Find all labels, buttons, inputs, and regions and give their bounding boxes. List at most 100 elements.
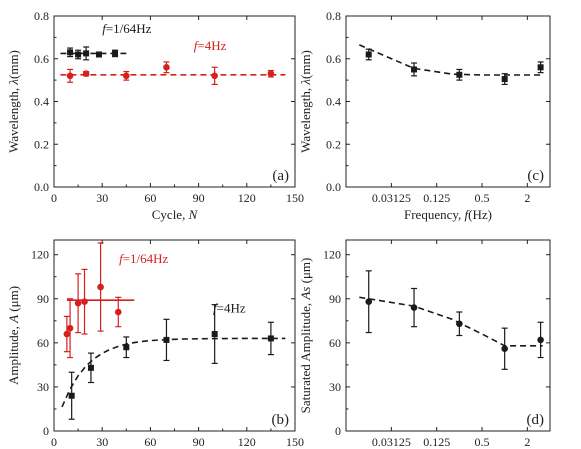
x-axis-label: Frequency, f(Hz) — [404, 207, 492, 222]
series-0 — [359, 270, 544, 370]
y-tick-label: 120 — [323, 248, 341, 262]
series-label: f=4Hz — [194, 38, 227, 53]
y-axis-label: Amplitude, A (μm) — [6, 286, 21, 385]
series-1: f=4Hz — [61, 301, 286, 420]
data-point — [63, 330, 71, 338]
y-tick-label: 60 — [329, 336, 341, 350]
data-point — [163, 64, 170, 71]
y-tick-label: 0 — [43, 424, 49, 438]
x-tick-label: 30 — [96, 191, 108, 205]
x-tick-label: 120 — [238, 191, 256, 205]
y-tick-label: 30 — [329, 380, 341, 394]
plot-frame — [53, 239, 296, 432]
fit-line — [358, 44, 543, 76]
data-point — [97, 283, 104, 291]
data-point — [163, 336, 170, 343]
data-point — [501, 345, 508, 353]
plot-frame — [345, 239, 551, 432]
series-0: f=1/64Hz — [63, 242, 169, 359]
data-point — [267, 335, 274, 342]
data-point — [83, 50, 90, 57]
data-point — [456, 320, 463, 328]
chart-panel-0: 0.0 0.2 0.4 0.6 0.8 0 30 60 90 120 150 Cycle, N Wave… — [6, 9, 304, 222]
data-point — [68, 392, 75, 399]
panel-label: (b) — [272, 412, 290, 428]
data-point — [537, 64, 544, 71]
series-label: f=4Hz — [213, 301, 246, 316]
y-tick-label: 0.4 — [326, 95, 341, 109]
x-tick-label: 150 — [286, 435, 304, 449]
y-tick-label: 0.6 — [34, 52, 49, 66]
x-tick-label: 60 — [144, 435, 156, 449]
data-point — [365, 51, 372, 58]
data-point — [211, 331, 218, 338]
data-point — [82, 70, 90, 78]
panel-label: (a) — [272, 168, 289, 184]
series-1: f=4Hz — [60, 38, 286, 86]
x-tick-label: 30 — [96, 435, 108, 449]
data-point — [114, 308, 122, 316]
x-tick-label: 0.03125 — [372, 435, 411, 449]
x-tick-label: 0 — [51, 435, 57, 449]
y-tick-label: 60 — [37, 336, 49, 350]
x-tick-label: 0.125 — [423, 435, 450, 449]
data-point — [365, 298, 373, 306]
data-point — [410, 304, 418, 311]
fit-line — [359, 296, 543, 347]
y-tick-label: 0.2 — [326, 137, 341, 151]
data-point — [87, 364, 94, 371]
data-point — [74, 299, 82, 307]
y-tick-label: 120 — [31, 248, 49, 262]
y-tick-label: 0.0 — [326, 180, 341, 194]
y-tick-label: 0.8 — [34, 9, 49, 23]
series-label: f=1/64Hz — [102, 21, 151, 36]
x-tick-label: 120 — [238, 435, 256, 449]
panel-label: (d) — [527, 412, 545, 428]
y-tick-label: 0.0 — [34, 180, 49, 194]
data-point — [66, 324, 74, 332]
x-tick-label: 0 — [51, 191, 57, 205]
y-tick-label: 0.2 — [34, 137, 49, 151]
y-tick-label: 90 — [329, 292, 341, 306]
chart-panel-1: 0.0 0.2 0.4 0.6 0.8 0.03125 0.125 0.5 2 Frequency… — [298, 9, 551, 222]
data-point — [112, 50, 119, 57]
data-point — [411, 66, 418, 73]
data-point — [267, 70, 275, 78]
data-point — [537, 336, 544, 344]
series-0: f=1/64Hz — [60, 21, 152, 61]
series-0 — [358, 44, 544, 86]
data-point — [81, 298, 88, 306]
data-point — [501, 76, 508, 83]
data-point — [211, 72, 218, 80]
x-tick-label: 90 — [193, 191, 205, 205]
data-point — [95, 51, 102, 58]
y-tick-label: 0.6 — [326, 52, 341, 66]
y-tick-label: 0.4 — [34, 95, 49, 109]
y-tick-label: 0 — [335, 424, 341, 438]
y-axis-label: Wavelength, λ(mm) — [6, 50, 21, 153]
x-tick-label: 150 — [286, 191, 304, 205]
panel-label: (c) — [527, 168, 544, 184]
x-tick-label: 2 — [524, 191, 530, 205]
plot-frame — [345, 15, 551, 188]
data-point — [66, 72, 74, 80]
y-axis-label: Wavelength, λ(mm) — [298, 50, 313, 153]
x-tick-label: 0.5 — [475, 435, 490, 449]
x-tick-label: 60 — [144, 191, 156, 205]
y-axis-label: Saturated Amplitude, As (μm) — [298, 258, 313, 414]
x-tick-label: 0.125 — [423, 191, 450, 205]
y-tick-label: 90 — [37, 292, 49, 306]
series-label: f=1/64Hz — [119, 251, 168, 266]
data-point — [67, 49, 74, 56]
x-tick-label: 90 — [193, 435, 205, 449]
data-point — [123, 344, 130, 351]
data-point — [456, 71, 463, 78]
data-point — [123, 72, 130, 80]
plot-frame — [53, 15, 296, 188]
y-tick-label: 30 — [37, 380, 49, 394]
x-tick-label: 2 — [524, 435, 530, 449]
x-tick-label: 0.5 — [475, 191, 490, 205]
chart-panel-2: 03060901200306090120150Cycle, NAmplitude… — [6, 239, 304, 449]
